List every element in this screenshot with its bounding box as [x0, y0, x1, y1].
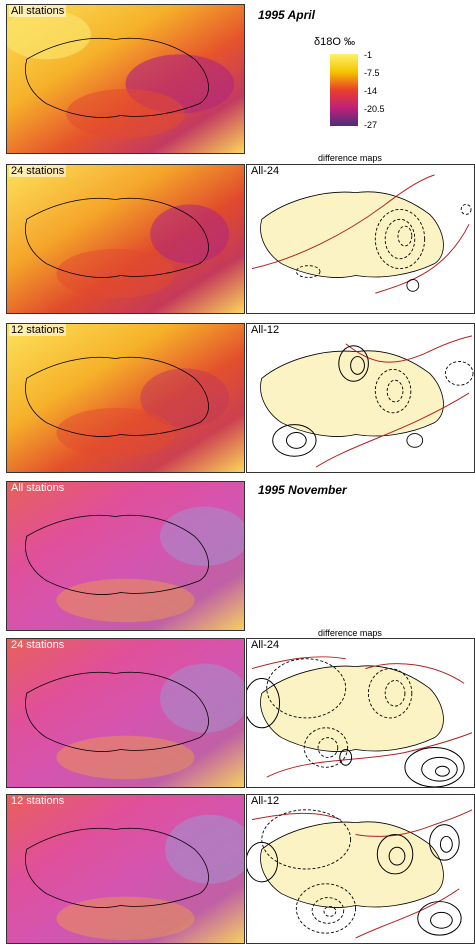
- difference-maps-caption: difference maps: [318, 153, 382, 163]
- diff-map-label: All-24: [249, 639, 282, 651]
- diff-map-label: All-24: [249, 165, 282, 177]
- legend-tick: -14: [364, 86, 378, 96]
- map-label: 12 stations: [9, 324, 67, 336]
- diff-map-november-all-24: All-24: [246, 638, 475, 788]
- map-label: All stations: [9, 5, 67, 17]
- legend-color-bar: [330, 54, 358, 126]
- legend-unit-label: δ18O ‰: [314, 36, 355, 48]
- legend-tick: -20.5: [364, 104, 385, 114]
- map-april-24-stations: 24 stations: [6, 164, 245, 314]
- map-april-12-stations: 12 stations: [6, 323, 245, 473]
- color-legend: δ18O ‰ -1 -7.5 -14 -20.5 -27: [314, 36, 430, 136]
- legend-tick: -1: [364, 50, 373, 60]
- difference-maps-caption: difference maps: [318, 628, 382, 638]
- map-november-all-stations: All stations: [6, 481, 245, 631]
- legend-tick: -27: [364, 120, 378, 130]
- section-title-november: 1995 November: [258, 483, 347, 497]
- map-november-12-stations: 12 stations: [6, 794, 245, 944]
- map-april-all-stations: All stations: [6, 4, 245, 154]
- diff-map-november-all-12: All-12: [246, 794, 475, 944]
- diff-map-april-all-24: All-24: [246, 164, 475, 314]
- diff-map-label: All-12: [249, 795, 282, 807]
- diff-map-label: All-12: [249, 324, 282, 336]
- section-title-april: 1995 April: [258, 8, 315, 22]
- map-november-24-stations: 24 stations: [6, 638, 245, 788]
- diff-map-april-all-12: All-12: [246, 323, 475, 473]
- legend-tick: -7.5: [364, 68, 380, 78]
- map-label: 24 stations: [11, 639, 65, 651]
- map-label: 12 stations: [11, 795, 65, 807]
- map-label: 24 stations: [9, 165, 67, 177]
- map-label: All stations: [11, 482, 65, 494]
